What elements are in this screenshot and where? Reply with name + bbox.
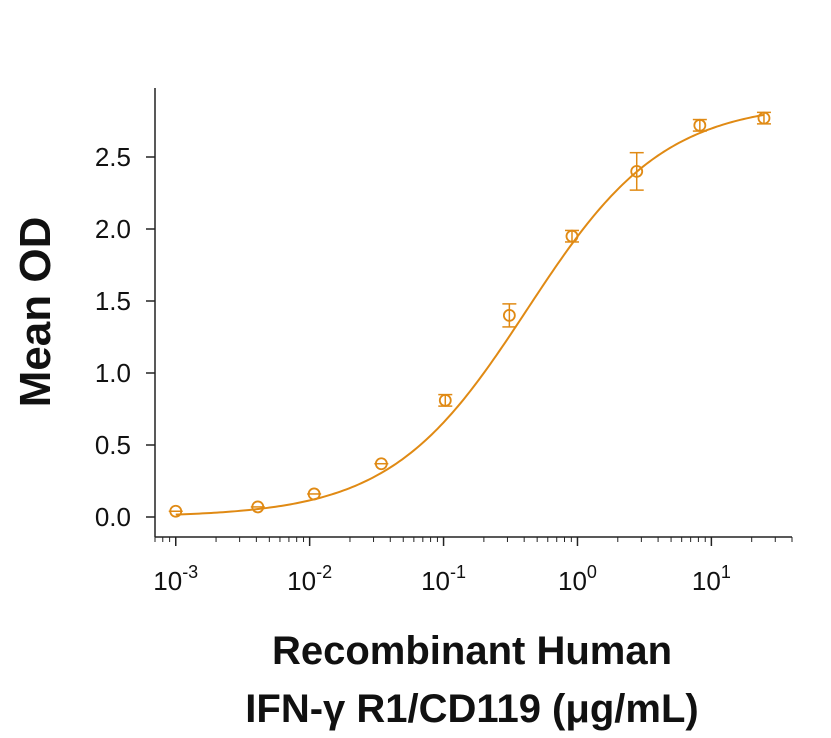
x-tick-exponent: -1: [450, 562, 466, 582]
data-point: [692, 118, 707, 132]
x-tick-label: 101: [692, 562, 731, 596]
fit-curve-layer: [175, 113, 765, 516]
x-axis-title-line-2: IFN-γ R1/CD119 (μg/mL): [245, 687, 698, 731]
y-axis: 0.0 0.5 1.0 1.5 2.0 2.5: [95, 88, 156, 537]
data-point: [502, 303, 517, 328]
data-points-layer: [168, 111, 771, 518]
point-marker: [565, 229, 579, 243]
y-tick-label: 2.0: [95, 214, 131, 244]
point-marker: [374, 457, 388, 471]
x-axis: 10-3 10-2 10-1 100 101: [153, 536, 793, 596]
x-tick-exponent: 1: [721, 562, 731, 582]
y-tick-label: 1.5: [95, 286, 131, 316]
point-marker: [693, 118, 707, 132]
point-marker: [630, 164, 644, 178]
point-marker: [169, 504, 183, 518]
data-point: [438, 393, 453, 407]
y-tick-label: 0.5: [95, 430, 131, 460]
y-tick-label: 2.5: [95, 142, 131, 172]
point-marker: [502, 308, 516, 322]
x-tick-base: 10: [558, 566, 587, 596]
x-tick-base: 10: [153, 566, 182, 596]
point-marker: [438, 393, 452, 407]
point-marker: [251, 500, 265, 514]
data-point: [564, 229, 579, 243]
x-tick-exponent: 0: [587, 562, 597, 582]
y-axis-title: Mean OD: [11, 217, 60, 408]
fit-curve: [175, 113, 765, 516]
x-tick-label: 10-2: [287, 562, 332, 596]
x-tick-label: 100: [558, 562, 597, 596]
x-tick-base: 10: [287, 566, 316, 596]
point-marker: [757, 111, 771, 125]
x-tick-base: 10: [421, 566, 450, 596]
data-point: [307, 487, 322, 501]
data-point: [250, 500, 265, 514]
x-tick-exponent: -2: [316, 562, 332, 582]
x-tick-exponent: -3: [182, 562, 198, 582]
data-point: [168, 504, 183, 518]
y-tick-label: 0.0: [95, 502, 131, 532]
data-point: [374, 457, 389, 471]
data-point: [629, 151, 644, 191]
x-axis-title-line-1: Recombinant Human: [272, 629, 672, 673]
point-marker: [307, 487, 321, 501]
x-tick-label: 10-3: [153, 562, 198, 596]
data-point: [756, 111, 771, 125]
x-tick-base: 10: [692, 566, 721, 596]
y-tick-label: 1.0: [95, 358, 131, 388]
x-tick-label: 10-1: [421, 562, 466, 596]
